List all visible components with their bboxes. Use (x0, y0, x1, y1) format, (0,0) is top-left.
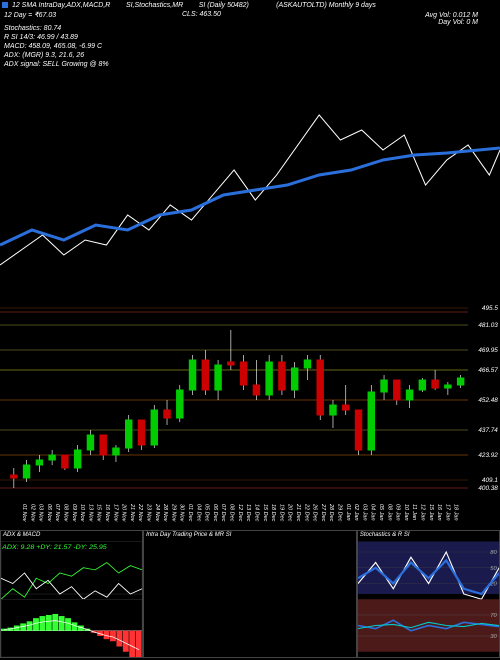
svg-text:03 Nov: 03 Nov (38, 504, 44, 523)
svg-text:14 Dec: 14 Dec (253, 504, 259, 522)
svg-text:18 Dec: 18 Dec (270, 504, 276, 522)
panel1-title: ADX & MACD (3, 532, 40, 538)
svg-text:08 Nov: 08 Nov (63, 504, 69, 523)
svg-text:400.38: 400.38 (478, 485, 498, 492)
svg-text:16 Nov: 16 Nov (104, 504, 110, 523)
panel3-title: Stochastics & R SI (360, 532, 410, 538)
cls-value: CLS: 463.50 (182, 11, 221, 18)
svg-text:29 Nov: 29 Nov (170, 503, 176, 523)
svg-text:05 Jan: 05 Jan (378, 504, 384, 521)
sma-legend-swatch (2, 2, 8, 8)
svg-text:08 Dec: 08 Dec (229, 504, 235, 522)
svg-text:22 Dec: 22 Dec (303, 503, 309, 522)
svg-text:02 Nov: 02 Nov (29, 504, 35, 523)
panel2-title: Intra Day Trading Price & MR SI (146, 532, 231, 538)
svg-text:26 Dec: 26 Dec (312, 503, 318, 522)
svg-text:409.1: 409.1 (482, 477, 498, 484)
svg-text:10 Nov: 10 Nov (79, 504, 85, 523)
svg-text:22 Nov: 22 Nov (137, 503, 143, 523)
svg-text:04 Dec: 04 Dec (195, 504, 201, 522)
svg-text:28 Dec: 28 Dec (328, 503, 334, 522)
header: 12 SMA IntraDay,ADX,MACD,R SI,Stochastic… (2, 2, 498, 62)
header-right: Avg Vol: 0.012 M Day Vol: 0 M (425, 4, 478, 26)
svg-text:12 Jan: 12 Jan (419, 504, 425, 521)
svg-text:04 Jan: 04 Jan (370, 504, 376, 521)
svg-text:18 Jan: 18 Jan (453, 504, 459, 521)
svg-text:13 Nov: 13 Nov (87, 504, 93, 523)
svg-text:21 Dec: 21 Dec (295, 503, 301, 522)
svg-text:05 Dec: 05 Dec (204, 504, 210, 522)
svg-text:13 Dec: 13 Dec (245, 504, 251, 522)
svg-text:437.74: 437.74 (478, 427, 498, 434)
svg-text:01 Jan: 01 Jan (345, 504, 351, 521)
day-vol: Day Vol: 0 M (425, 19, 478, 26)
tag-2: SI,Stochastics,MR (126, 2, 183, 9)
dimension: SI (Daily 50482) (199, 2, 249, 9)
svg-text:70: 70 (490, 613, 497, 619)
svg-text:23 Nov: 23 Nov (146, 503, 152, 523)
svg-text:09 Jan: 09 Jan (395, 504, 401, 521)
panel-stoch-rsi[interactable]: Stochastics & R SI 8050207030 (357, 530, 500, 658)
svg-text:15 Nov: 15 Nov (96, 504, 102, 523)
svg-text:12 Dec: 12 Dec (237, 504, 243, 522)
ind-adx: ADX: (MGR) 9.3, 21.6, 26 (4, 51, 109, 60)
svg-text:11 Jan: 11 Jan (411, 504, 417, 520)
svg-text:15 Dec: 15 Dec (262, 504, 268, 522)
svg-text:20 Nov: 20 Nov (121, 503, 127, 523)
svg-text:495.5: 495.5 (482, 305, 499, 312)
svg-text:423.92: 423.92 (478, 452, 498, 459)
svg-text:07 Dec: 07 Dec (220, 504, 226, 522)
svg-text:15 Jan: 15 Jan (428, 504, 434, 521)
svg-text:10 Jan: 10 Jan (403, 504, 409, 521)
svg-text:06 Dec: 06 Dec (212, 504, 218, 522)
avg-vol: Avg Vol: 0.012 M (425, 12, 478, 19)
svg-text:50: 50 (490, 566, 497, 572)
svg-text:01 Dec: 01 Dec (187, 504, 193, 522)
svg-text:21 Nov: 21 Nov (129, 503, 135, 523)
symbol: (ASKAUTOLTD) Monthly 9 days (276, 2, 376, 9)
ind-macd: MACD: 458.09, 465.08, -6.99 C (4, 42, 109, 51)
panel-adx-macd[interactable]: ADX & MACD ADX: 9.28 +DY: 21.57 -DY: 25.… (0, 530, 143, 658)
svg-text:08 Jan: 08 Jan (386, 504, 392, 521)
svg-text:01 Nov: 01 Nov (21, 504, 27, 523)
svg-text:20 Dec: 20 Dec (287, 503, 293, 522)
bottom-panels: ADX & MACD ADX: 9.28 +DY: 21.57 -DY: 25.… (0, 530, 500, 658)
svg-text:09 Nov: 09 Nov (71, 504, 77, 523)
tag-1: 12 SMA IntraDay,ADX,MACD,R (12, 2, 110, 9)
ind-stochastics: Stochastics: 80.74 (4, 24, 109, 33)
svg-text:07 Nov: 07 Nov (54, 504, 60, 523)
svg-text:17 Jan: 17 Jan (444, 504, 450, 521)
ind-rsi: R SI 14/3: 46.99 / 43.89 (4, 33, 109, 42)
svg-text:ADX: 9.28 +DY: 21.57 -DY: 25.: ADX: 9.28 +DY: 21.57 -DY: 25.95 (1, 544, 107, 551)
svg-text:29 Dec: 29 Dec (336, 503, 342, 522)
svg-text:466.57: 466.57 (478, 367, 498, 374)
svg-text:17 Nov: 17 Nov (112, 504, 118, 523)
candle-chart-area[interactable]: 495.5 481.03 469.95 466.57 452.48 437.74 423.9… (0, 300, 500, 500)
x-axis: 01 Nov02 Nov03 Nov06 Nov07 Nov08 Nov09 N… (0, 500, 500, 530)
svg-text:28 Nov: 28 Nov (162, 503, 168, 523)
svg-text:30: 30 (490, 634, 497, 640)
day-line: 12 Day = ₹67.03 (4, 11, 56, 19)
header-top-row: 12 SMA IntraDay,ADX,MACD,R SI,Stochastic… (2, 2, 498, 9)
svg-text:02 Jan: 02 Jan (353, 504, 359, 521)
svg-text:24 Nov: 24 Nov (154, 503, 160, 523)
svg-text:469.95: 469.95 (478, 347, 498, 354)
indicator-block: Stochastics: 80.74 R SI 14/3: 46.99 / 43… (4, 24, 109, 69)
svg-text:03 Jan: 03 Jan (361, 504, 367, 521)
ind-adx-signal: ADX signal: SELL Growing @ 8% (4, 60, 109, 69)
svg-text:30 Nov: 30 Nov (179, 504, 185, 523)
line-chart-area[interactable] (0, 75, 500, 290)
svg-text:27 Dec: 27 Dec (320, 503, 326, 522)
svg-text:452.48: 452.48 (478, 397, 498, 404)
svg-text:80: 80 (490, 550, 497, 556)
panel-intraday[interactable]: Intra Day Trading Price & MR SI (143, 530, 357, 658)
svg-text:481.03: 481.03 (478, 322, 498, 329)
svg-text:19 Dec: 19 Dec (278, 504, 284, 522)
svg-text:16 Jan: 16 Jan (436, 504, 442, 521)
svg-text:06 Nov: 06 Nov (46, 504, 52, 523)
